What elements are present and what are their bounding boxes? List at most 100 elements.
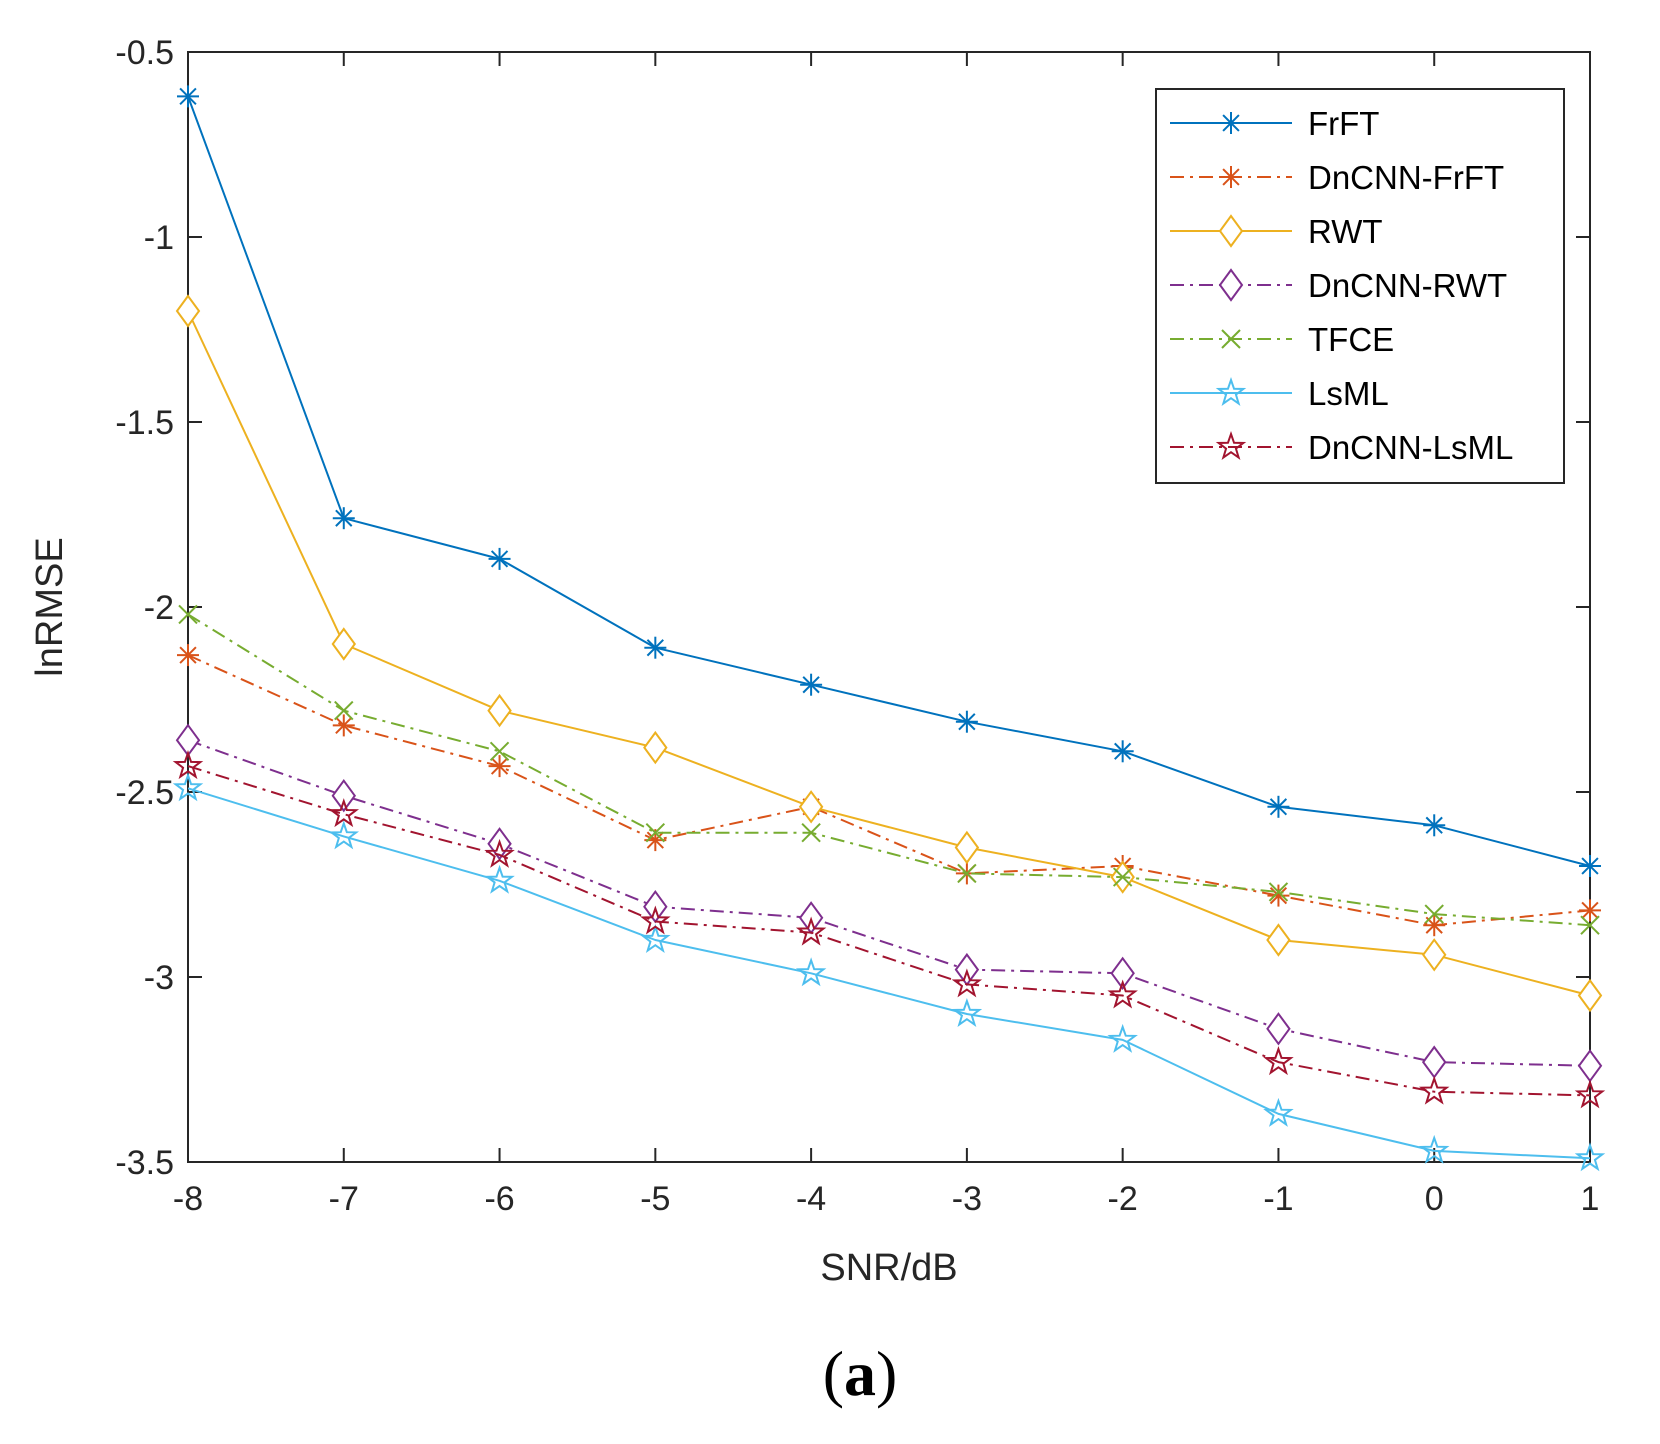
legend-marker — [1220, 112, 1242, 134]
data-point — [1577, 978, 1603, 1013]
data-point — [1263, 1097, 1294, 1127]
legend-marker — [1218, 214, 1244, 248]
data-point — [795, 916, 827, 946]
marker-stroke — [489, 741, 510, 762]
x-tick-label: 1 — [1581, 1180, 1600, 1218]
y-tick-label: -2.5 — [115, 774, 174, 812]
y-tick-label: -2 — [144, 589, 174, 627]
marker-shape — [1266, 1012, 1291, 1046]
data-point — [1268, 882, 1289, 902]
x-tick-label: 0 — [1425, 1180, 1444, 1218]
marker-stroke — [179, 87, 197, 106]
y-tick-label: -0.5 — [115, 34, 174, 72]
marker-stroke — [646, 639, 664, 657]
marker-shape — [640, 923, 671, 953]
data-point — [1266, 1012, 1291, 1046]
series-lsml — [172, 772, 1606, 1172]
data-point — [1107, 1023, 1138, 1053]
legend: FrFT DnCNN-FrFT RWT DnCNN-RWT TFCE LsML DnCNN-… — [1155, 88, 1565, 484]
marker-stroke — [1221, 329, 1241, 349]
marker-shape — [1418, 1134, 1450, 1164]
series-dncnn-rwt — [175, 723, 1603, 1083]
data-point — [954, 830, 980, 865]
data-point — [1107, 979, 1138, 1009]
legend-entry: DnCNN-LsML — [1170, 429, 1513, 466]
data-point — [951, 968, 983, 998]
data-point — [798, 790, 824, 824]
series-rwt — [175, 294, 1603, 1013]
marker-shape — [1421, 938, 1447, 972]
series-line — [187, 765, 1591, 1097]
marker-stroke — [1580, 915, 1600, 935]
data-point — [328, 798, 360, 828]
marker-stroke — [490, 550, 509, 568]
legend-label: FrFT — [1308, 105, 1379, 142]
legend-marker — [1221, 329, 1241, 349]
marker-shape — [1215, 430, 1247, 460]
marker-shape — [175, 294, 201, 328]
marker-shape — [1266, 923, 1291, 957]
data-point — [331, 779, 357, 813]
x-tick-label: -6 — [484, 1180, 514, 1218]
marker-stroke — [1222, 114, 1240, 132]
data-point — [1418, 1075, 1450, 1105]
caption-open-paren: ( — [823, 1338, 844, 1409]
legend-marker — [1215, 376, 1247, 406]
legend-label: RWT — [1308, 213, 1383, 250]
marker-shape — [1107, 1023, 1138, 1053]
marker-shape — [1263, 1097, 1294, 1127]
data-point — [1423, 814, 1446, 837]
series-line — [187, 654, 1591, 927]
series-line — [187, 310, 1591, 997]
marker-stroke — [1425, 816, 1443, 834]
marker-stroke — [802, 676, 820, 694]
caption-close-paren: ) — [876, 1338, 897, 1409]
legend-entry: DnCNN-RWT — [1170, 267, 1507, 304]
data-point — [1418, 1134, 1450, 1164]
legend-marker — [1215, 430, 1247, 460]
marker-shape — [1263, 1046, 1294, 1076]
marker-stroke — [490, 757, 509, 775]
data-point — [640, 905, 671, 935]
data-point — [1579, 855, 1601, 877]
data-point — [489, 741, 510, 762]
marker-shape — [331, 627, 357, 661]
marker-stroke — [1268, 882, 1289, 902]
y-tick-label: -1 — [144, 219, 174, 257]
data-point — [328, 820, 360, 850]
data-point — [331, 627, 357, 661]
data-point — [951, 997, 983, 1027]
x-axis-label: SNR/dB — [820, 1247, 957, 1289]
data-point — [177, 85, 199, 108]
data-point — [1263, 1046, 1294, 1076]
marker-shape — [1577, 978, 1603, 1013]
marker-shape — [1107, 979, 1138, 1009]
marker-shape — [484, 838, 515, 868]
marker-stroke — [1269, 886, 1288, 905]
data-point — [955, 710, 978, 733]
legend-entry: RWT — [1170, 213, 1383, 250]
data-point — [484, 864, 515, 894]
data-point — [644, 636, 667, 659]
legend-label: TFCE — [1308, 321, 1394, 358]
marker-shape — [1215, 376, 1247, 406]
marker-stroke — [1581, 901, 1599, 920]
data-point — [1267, 795, 1290, 818]
data-point — [488, 755, 511, 778]
marker-shape — [643, 730, 668, 765]
data-point — [1580, 915, 1600, 935]
marker-stroke — [1581, 857, 1599, 875]
marker-shape — [1418, 1075, 1450, 1105]
series-tfce — [178, 604, 1600, 935]
data-point — [1111, 740, 1134, 763]
marker-stroke — [1222, 168, 1240, 186]
series-line — [187, 96, 1591, 867]
data-point — [1267, 884, 1290, 907]
marker-shape — [1574, 1142, 1606, 1172]
data-point — [957, 863, 977, 884]
legend-entry: DnCNN-FrFT — [1170, 159, 1504, 196]
marker-shape — [795, 957, 827, 987]
marker-shape — [951, 997, 983, 1027]
marker-stroke — [957, 863, 977, 884]
data-point — [175, 294, 201, 328]
